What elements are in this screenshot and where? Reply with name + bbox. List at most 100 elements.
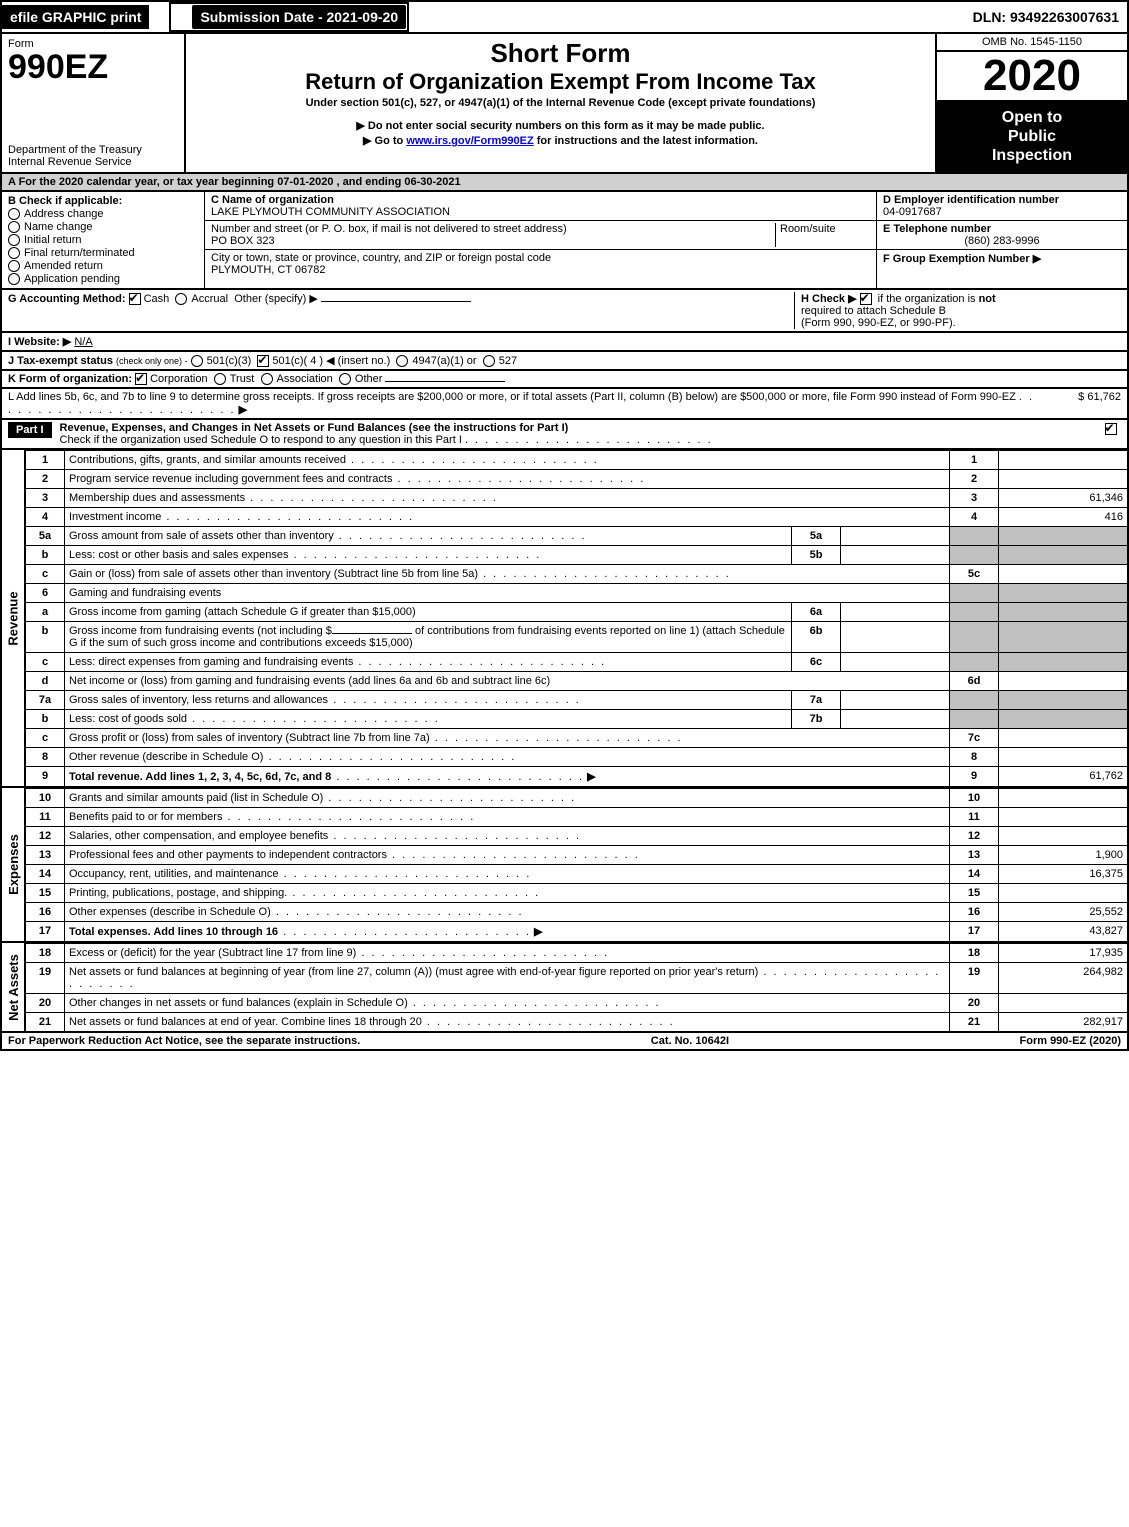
- chk-cash[interactable]: [129, 293, 141, 305]
- dept-treasury: Department of the Treasury Internal Reve…: [8, 144, 178, 168]
- chk-4947[interactable]: [396, 355, 408, 367]
- open-to-public: Open to Public Inspection: [937, 102, 1127, 172]
- header-right: OMB No. 1545-1150 2020 Open to Public In…: [935, 34, 1127, 172]
- line-8: 8Other revenue (describe in Schedule O)8: [25, 748, 1128, 767]
- section-c: C Name of organization LAKE PLYMOUTH COM…: [205, 192, 876, 289]
- chk-address-change[interactable]: Address change: [8, 208, 198, 220]
- f-label: F Group Exemption Number ▶: [883, 253, 1041, 265]
- c-org-name-row: C Name of organization LAKE PLYMOUTH COM…: [205, 192, 876, 221]
- h-label: H Check ▶: [801, 293, 857, 305]
- part1-header-row: Part I Revenue, Expenses, and Changes in…: [0, 420, 1129, 450]
- line-6b: bGross income from fundraising events (n…: [25, 622, 1128, 653]
- i-label: I Website: ▶: [8, 336, 71, 348]
- c-city-row: City or town, state or province, country…: [205, 250, 876, 278]
- line-13: 13Professional fees and other payments t…: [25, 846, 1128, 865]
- f-group: F Group Exemption Number ▶: [877, 250, 1127, 267]
- line-18: 18Excess or (deficit) for the year (Subt…: [25, 944, 1128, 963]
- line-12: 12Salaries, other compensation, and empl…: [25, 827, 1128, 846]
- line-7a: 7aGross sales of inventory, less returns…: [25, 691, 1128, 710]
- chk-initial-return[interactable]: Initial return: [8, 234, 198, 246]
- b-title: B Check if applicable:: [8, 195, 198, 207]
- chk-association[interactable]: [261, 373, 273, 385]
- e-label: E Telephone number: [883, 223, 991, 235]
- header-center: Short Form Return of Organization Exempt…: [186, 34, 935, 172]
- line-17: 17Total expenses. Add lines 10 through 1…: [25, 922, 1128, 943]
- row-g: G Accounting Method: Cash Accrual Other …: [8, 292, 794, 329]
- chk-accrual[interactable]: [175, 293, 187, 305]
- info-block: B Check if applicable: Address change Na…: [0, 192, 1129, 291]
- chk-corporation[interactable]: [135, 373, 147, 385]
- line-2: 2Program service revenue including gover…: [25, 470, 1128, 489]
- line-19: 19Net assets or fund balances at beginni…: [25, 963, 1128, 994]
- open1: Open to: [1002, 109, 1062, 126]
- d-label: D Employer identification number: [883, 194, 1059, 206]
- line-16: 16Other expenses (describe in Schedule O…: [25, 903, 1128, 922]
- efile-label[interactable]: efile GRAPHIC print: [2, 5, 149, 29]
- header-subtitle3: ▶ Go to www.irs.gov/Form990EZ for instru…: [192, 134, 929, 147]
- header-left: Form 990EZ Department of the Treasury In…: [2, 34, 186, 172]
- chk-527[interactable]: [483, 355, 495, 367]
- row-j: J Tax-exempt status (check only one) - 5…: [0, 352, 1129, 371]
- c-label: C Name of organization: [211, 194, 334, 206]
- e-phone: E Telephone number (860) 283-9996: [877, 221, 1127, 250]
- section-def: D Employer identification number 04-0917…: [876, 192, 1127, 289]
- street-label: Number and street (or P. O. box, if mail…: [211, 223, 567, 235]
- line-7c: cGross profit or (loss) from sales of in…: [25, 729, 1128, 748]
- part1-check-text: Check if the organization used Schedule …: [60, 434, 462, 446]
- netassets-section: Net Assets 18Excess or (deficit) for the…: [0, 943, 1129, 1033]
- chk-h[interactable]: [860, 293, 872, 305]
- line-14: 14Occupancy, rent, utilities, and mainte…: [25, 865, 1128, 884]
- chk-trust[interactable]: [214, 373, 226, 385]
- chk-application-pending[interactable]: Application pending: [8, 273, 198, 285]
- website-value: N/A: [74, 336, 92, 348]
- line-3: 3Membership dues and assessments361,346: [25, 489, 1128, 508]
- c-street-row: Number and street (or P. O. box, if mail…: [205, 221, 876, 250]
- org-name: LAKE PLYMOUTH COMMUNITY ASSOCIATION: [211, 206, 450, 218]
- line-21: 21Net assets or fund balances at end of …: [25, 1013, 1128, 1033]
- form-number: 990EZ: [8, 50, 178, 84]
- form-header: Form 990EZ Department of the Treasury In…: [0, 34, 1129, 174]
- submission-date-wrap: Submission Date - 2021-09-20: [169, 2, 409, 32]
- l-text: L Add lines 5b, 6c, and 7b to line 9 to …: [8, 391, 1041, 416]
- line-15: 15Printing, publications, postage, and s…: [25, 884, 1128, 903]
- submission-date: Submission Date - 2021-09-20: [192, 5, 406, 29]
- chk-part1-scho[interactable]: [1105, 423, 1117, 435]
- line-6a: aGross income from gaming (attach Schedu…: [25, 603, 1128, 622]
- chk-amended-return[interactable]: Amended return: [8, 260, 198, 272]
- expenses-table: 10Grants and similar amounts paid (list …: [24, 788, 1129, 943]
- omb-number: OMB No. 1545-1150: [937, 34, 1127, 52]
- line-11: 11Benefits paid to or for members11: [25, 808, 1128, 827]
- chk-final-return[interactable]: Final return/terminated: [8, 247, 198, 259]
- chk-other-org[interactable]: [339, 373, 351, 385]
- open2: Public: [1008, 128, 1056, 145]
- line-6c: cLess: direct expenses from gaming and f…: [25, 653, 1128, 672]
- tax-year: 2020: [937, 52, 1127, 102]
- chk-501c[interactable]: [257, 355, 269, 367]
- line-6d: dNet income or (loss) from gaming and fu…: [25, 672, 1128, 691]
- chk-name-change[interactable]: Name change: [8, 221, 198, 233]
- irs-link[interactable]: www.irs.gov/Form990EZ: [406, 135, 533, 147]
- top-bar: efile GRAPHIC print Submission Date - 20…: [0, 0, 1129, 34]
- line-4: 4Investment income4416: [25, 508, 1128, 527]
- k-label: K Form of organization:: [8, 373, 132, 385]
- chk-501c3[interactable]: [191, 355, 203, 367]
- expenses-label: Expenses: [0, 788, 24, 943]
- dept-line1: Department of the Treasury: [8, 144, 142, 156]
- line-5c: cGain or (loss) from sale of assets othe…: [25, 565, 1128, 584]
- section-b: B Check if applicable: Address change Na…: [2, 192, 205, 289]
- line-6: 6Gaming and fundraising events: [25, 584, 1128, 603]
- row-k: K Form of organization: Corporation Trus…: [0, 371, 1129, 389]
- h-text3: (Form 990, 990-EZ, or 990-PF).: [801, 317, 956, 329]
- footer-center: Cat. No. 10642I: [651, 1035, 729, 1047]
- ein-value: 04-0917687: [883, 206, 942, 218]
- g-other: Other (specify) ▶: [234, 293, 318, 305]
- city-value: PLYMOUTH, CT 06782: [211, 264, 326, 276]
- expenses-section: Expenses 10Grants and similar amounts pa…: [0, 788, 1129, 943]
- row-h: H Check ▶ if the organization is not req…: [794, 292, 1121, 329]
- line-9: 9Total revenue. Add lines 1, 2, 3, 4, 5c…: [25, 767, 1128, 788]
- footer-left: For Paperwork Reduction Act Notice, see …: [8, 1035, 360, 1047]
- part1-title: Revenue, Expenses, and Changes in Net As…: [60, 422, 569, 434]
- open3: Inspection: [992, 147, 1072, 164]
- row-a-tax-year: A For the 2020 calendar year, or tax yea…: [0, 174, 1129, 192]
- netassets-table: 18Excess or (deficit) for the year (Subt…: [24, 943, 1129, 1033]
